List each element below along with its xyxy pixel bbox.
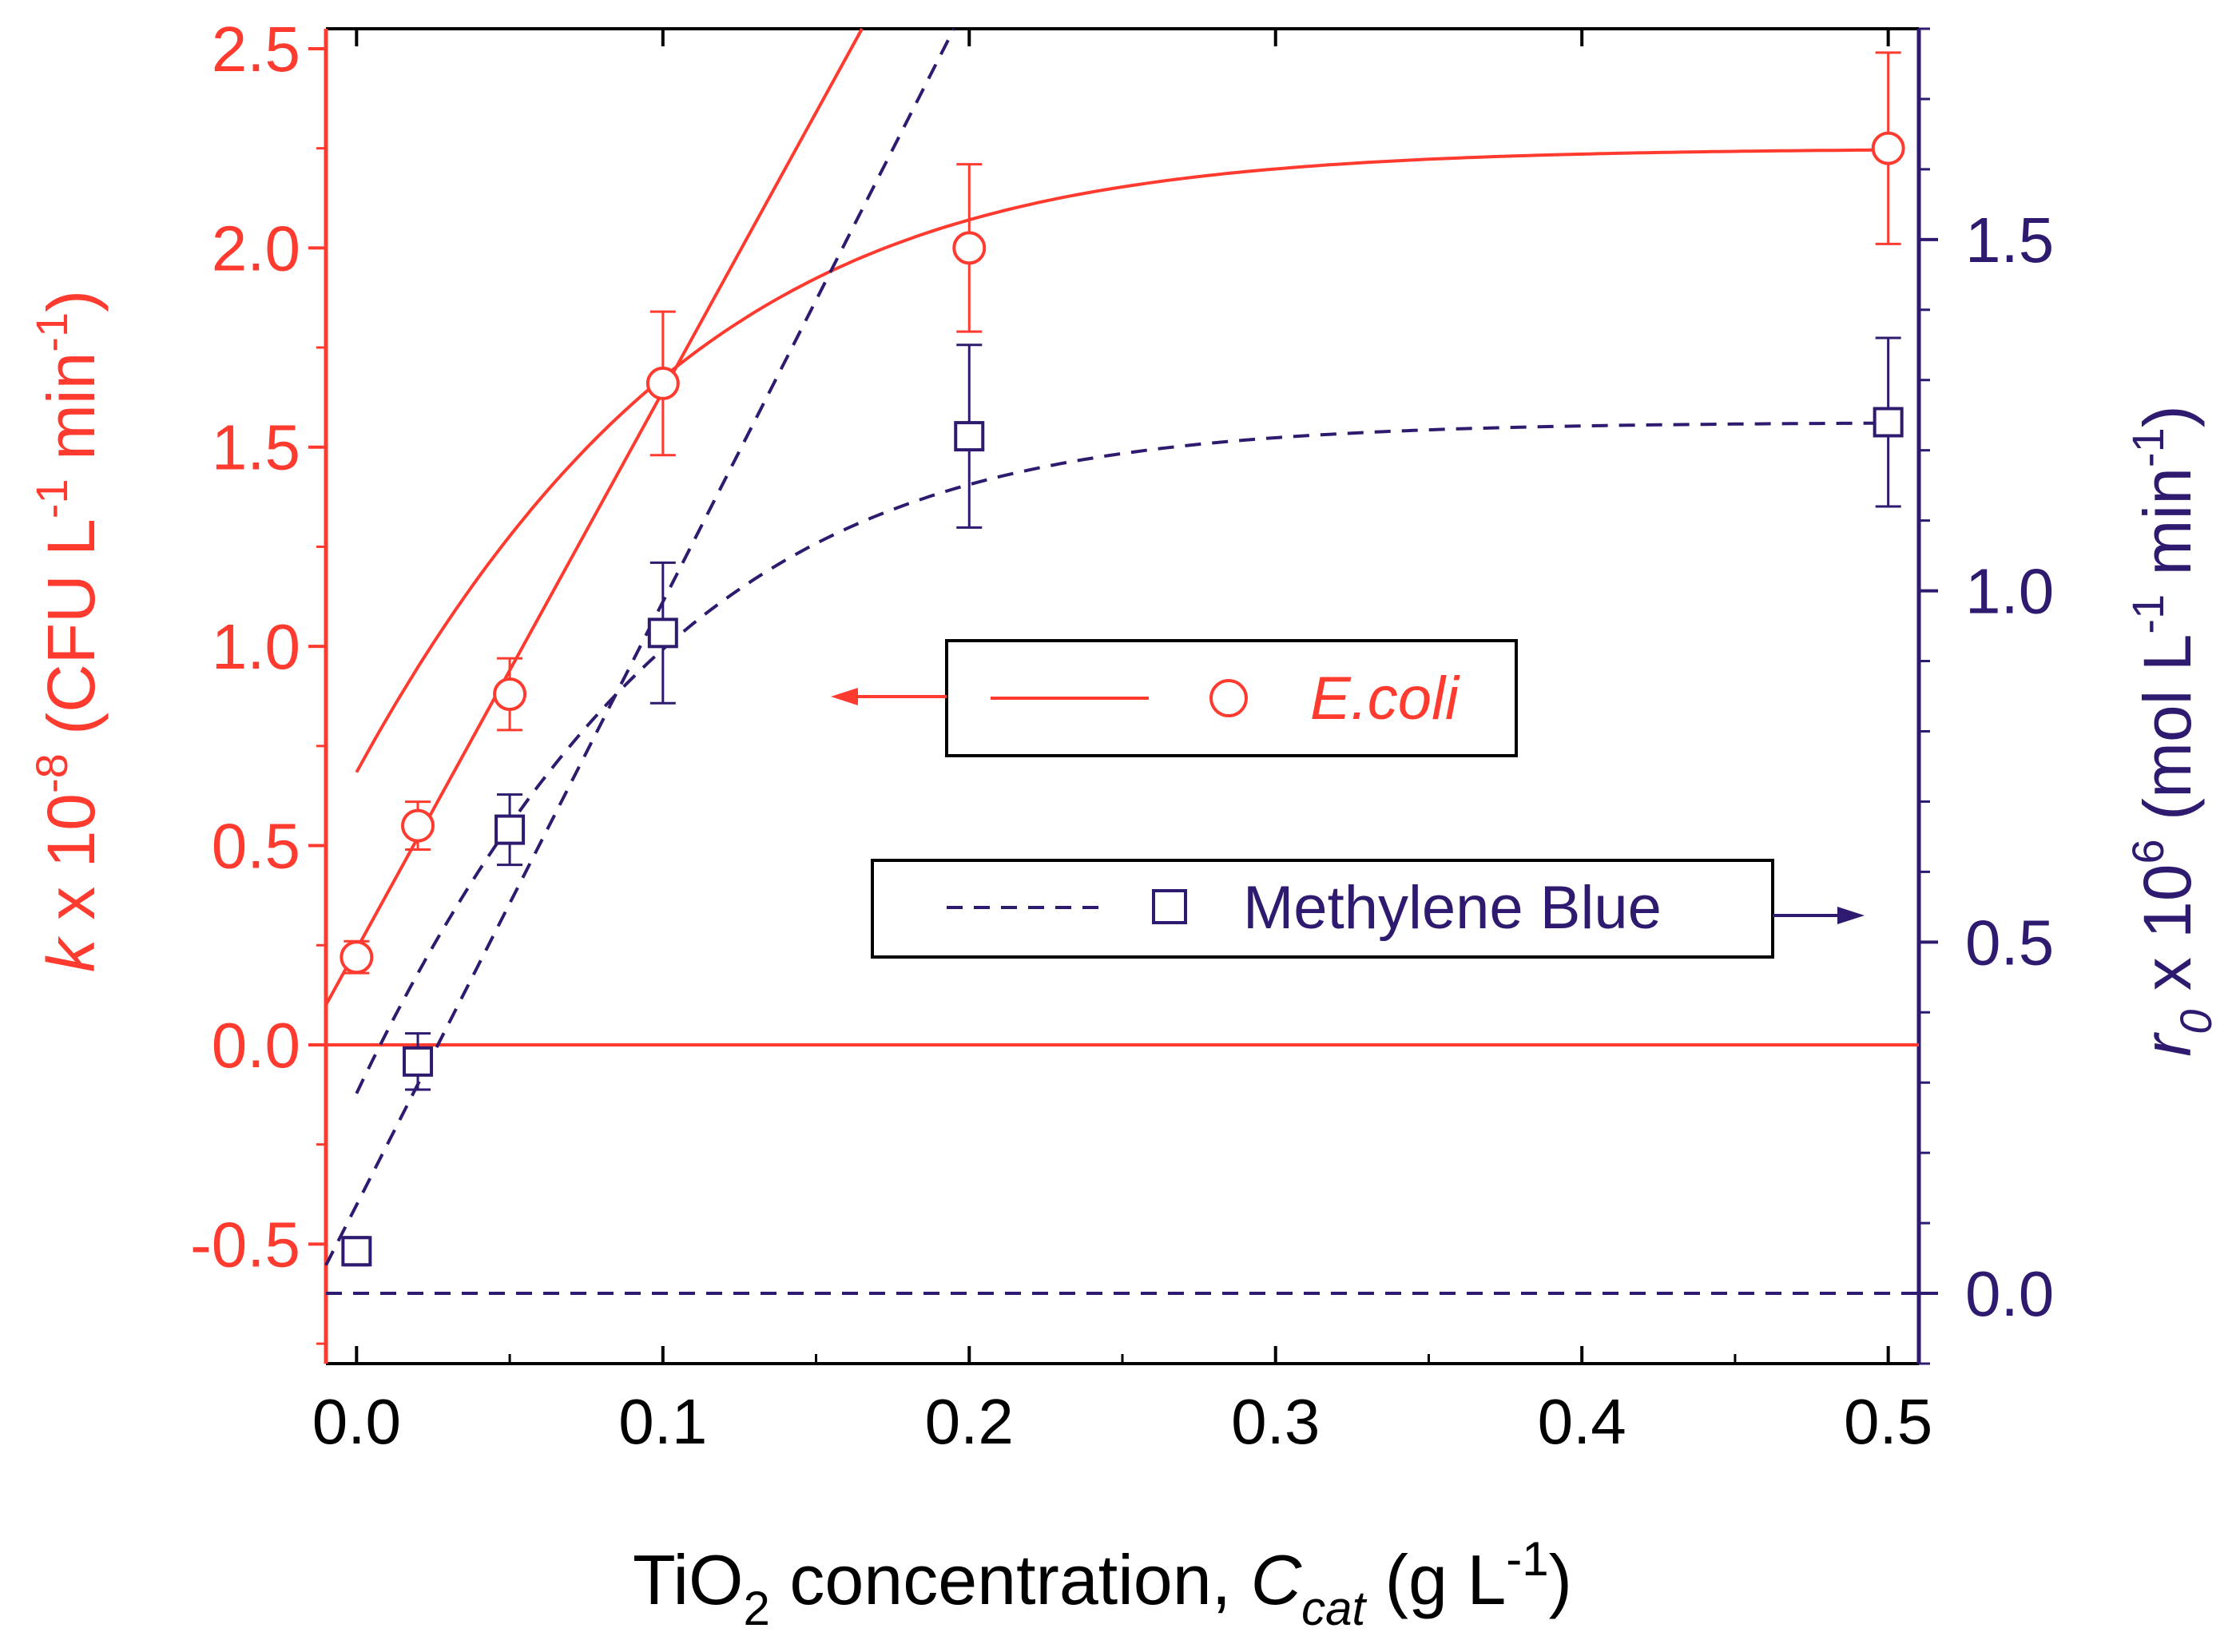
mb-point (954, 421, 985, 452)
x-axis-title-var: C (1251, 1540, 1303, 1619)
ecoli-point (952, 231, 987, 265)
mb-point (341, 1236, 372, 1267)
ecoli-initial-slope-line (324, 28, 864, 1007)
ecoli-point (401, 808, 435, 843)
right-y-title-unit-sup: -1 (2123, 594, 2173, 634)
ecoli-point (1871, 131, 1905, 165)
mb-point (494, 814, 526, 845)
left-y-title-min-sup: -1 (26, 312, 77, 352)
x-axis-title-main: TiO (633, 1540, 744, 1619)
x-axis-title-mid: concentration, (770, 1540, 1251, 1619)
left-y-tick-label: 0.0 (212, 1010, 300, 1081)
x-tick-label: 0.4 (1538, 1386, 1626, 1457)
left-y-title-close: ) (34, 290, 109, 312)
right-y-title-unit: (mol L (2130, 634, 2205, 840)
right-y-title-var: r (2130, 1032, 2205, 1057)
left-y-tick-label: -0.5 (190, 1209, 300, 1280)
legend-mb-marker (1152, 889, 1187, 924)
right-y-title-min-sup: -1 (2123, 427, 2173, 467)
right-y-title-exp: 6 (2123, 839, 2173, 864)
mb-point (403, 1046, 434, 1077)
left-y-title-mult: x 10 (34, 793, 109, 939)
mb-point (1873, 407, 1904, 438)
x-axis-title-varsub: cat (1301, 1582, 1367, 1635)
right-y-tick-label: 1.5 (1965, 205, 2054, 276)
right-y-tick-label: 0.0 (1965, 1258, 2054, 1329)
x-tick-label: 0.2 (925, 1386, 1014, 1457)
left-y-title-var: k (34, 935, 109, 972)
axis-ticks: 0.0 0.1 0.2 0.3 0.4 0.5 -0.5 0.0 0.5 1.0 1.5 2.0 2.5… (190, 14, 2054, 1457)
ecoli-point (340, 940, 374, 975)
right-y-title-min: min (2130, 467, 2205, 594)
right-y-axis-title: r0 x 106 (mol L-1 min-1) (2123, 405, 2221, 1056)
left-y-title-exp: -8 (26, 753, 77, 793)
left-y-title-unit-sup: -1 (26, 479, 77, 518)
left-y-tick-label: 2.0 (212, 212, 300, 284)
ecoli-point (493, 677, 527, 712)
mb-point (647, 618, 678, 649)
x-axis-title: TiO2 concentration, Ccat (g L-1) (633, 1532, 1572, 1635)
legend-methylene-blue: Methylene Blue (871, 859, 1865, 959)
right-y-tick-label: 0.5 (1965, 907, 2054, 978)
right-y-title-mult: x 10 (2130, 864, 2205, 1009)
mb-fit-curve (355, 421, 1889, 1094)
left-y-axis-title: k x 10-8 (CFU L-1 min-1) (26, 290, 109, 972)
ecoli-point (645, 366, 680, 400)
left-y-title-min: min (34, 352, 109, 479)
right-y-title-varsub: 0 (2170, 1010, 2221, 1034)
ecoli-fit-curve (355, 148, 1889, 773)
reference-lines (326, 1042, 1919, 1296)
x-axis-title-unit: (g L (1365, 1540, 1506, 1619)
x-tick-label: 0.1 (618, 1386, 707, 1457)
legend-ecoli-marker (1209, 679, 1248, 717)
legend-ecoli-label: E.coli (1310, 665, 1460, 733)
left-y-title-unit: (CFU L (34, 518, 109, 753)
legend-mb-label: Methylene Blue (1243, 874, 1662, 942)
right-y-tick-label: 1.0 (1965, 556, 2054, 627)
left-y-tick-label: 1.5 (212, 412, 300, 483)
right-y-title-close: ) (2130, 405, 2205, 427)
legend-ecoli: E.coli (831, 639, 1518, 757)
x-axis-title-sub: 2 (744, 1582, 770, 1635)
x-tick-label: 0.5 (1844, 1386, 1932, 1457)
legend-mb-box (871, 859, 1774, 959)
x-axis-title-close: ) (1549, 1540, 1572, 1619)
legend-mb-arrow-head (1837, 907, 1865, 924)
x-axis-title-unit-sup: -1 (1506, 1532, 1548, 1586)
x-tick-label: 0.3 (1231, 1386, 1320, 1457)
x-tick-label: 0.0 (312, 1386, 401, 1457)
left-y-tick-label: 0.5 (212, 811, 300, 882)
left-y-tick-label: 2.5 (212, 14, 300, 85)
legend-ecoli-arrow-head (831, 688, 858, 705)
data-points (340, 51, 1905, 1267)
left-y-tick-label: 1.0 (212, 611, 300, 682)
